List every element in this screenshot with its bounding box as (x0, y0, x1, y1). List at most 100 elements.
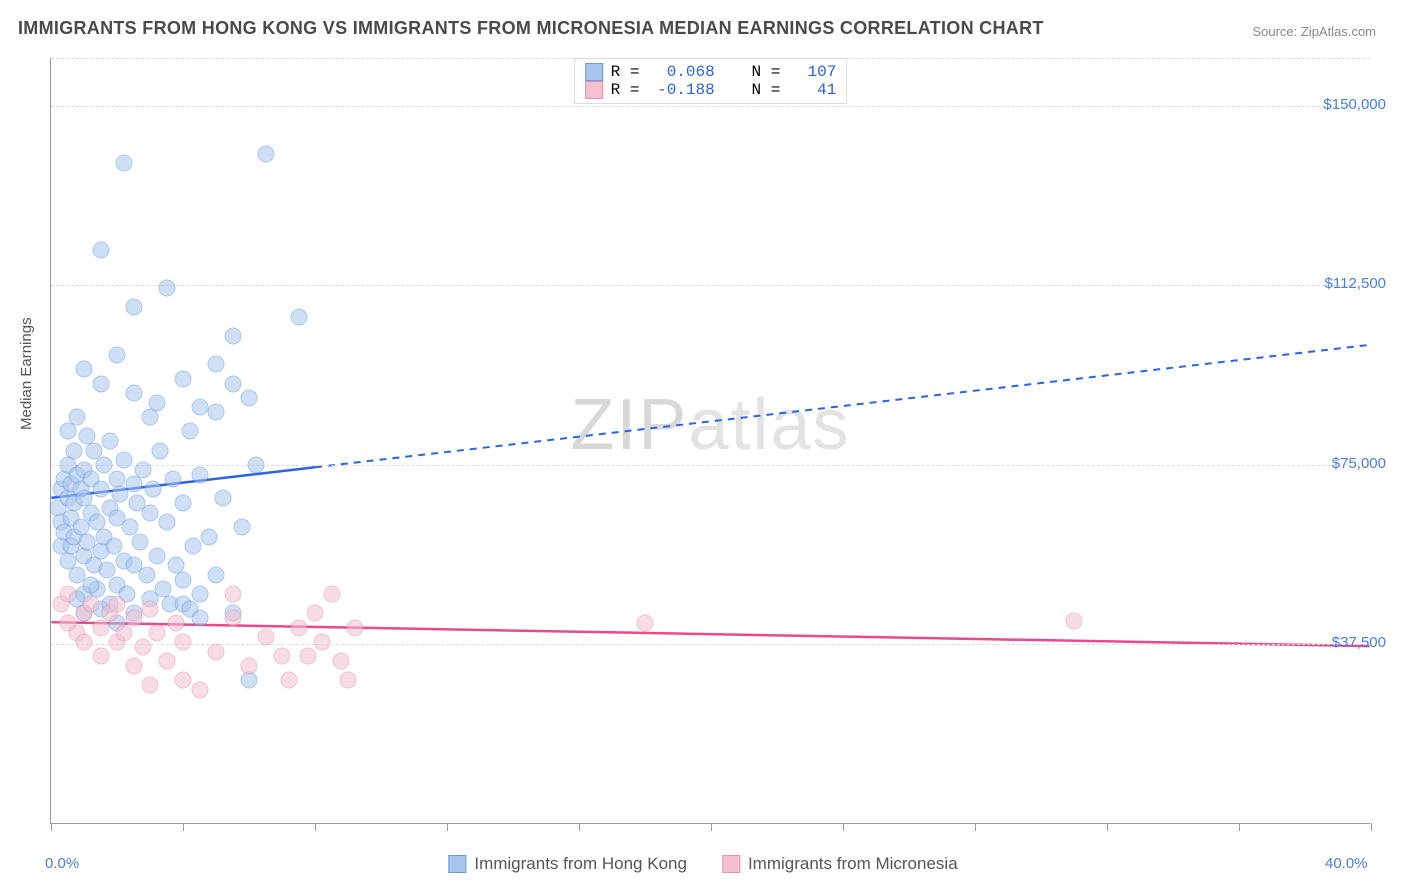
data-point (102, 433, 119, 450)
data-point (224, 327, 241, 344)
data-point (290, 308, 307, 325)
data-point (158, 279, 175, 296)
legend-series: Immigrants from Hong Kong Immigrants from… (448, 854, 957, 874)
data-point (257, 629, 274, 646)
plot-area: ZIPatlas R = 0.068 N = 107R = -0.188 N =… (50, 58, 1370, 824)
data-point (135, 461, 152, 478)
data-point (148, 547, 165, 564)
x-tick (975, 823, 976, 831)
data-point (201, 528, 218, 545)
data-point (125, 658, 142, 675)
x-tick (51, 823, 52, 831)
data-point (132, 533, 149, 550)
data-point (95, 456, 112, 473)
source-attribution: Source: ZipAtlas.com (1252, 24, 1376, 39)
data-point (66, 442, 83, 459)
y-tick-label: $75,000 (1332, 455, 1386, 472)
data-point (142, 677, 159, 694)
data-point (313, 634, 330, 651)
data-point (151, 442, 168, 459)
data-point (175, 571, 192, 588)
data-point (76, 361, 93, 378)
data-point (191, 681, 208, 698)
x-tick (843, 823, 844, 831)
data-point (115, 155, 132, 172)
data-point (208, 643, 225, 660)
data-point (257, 145, 274, 162)
data-point (241, 389, 258, 406)
data-point (115, 624, 132, 641)
data-point (59, 586, 76, 603)
data-point (109, 595, 126, 612)
x-tick (447, 823, 448, 831)
data-point (191, 399, 208, 416)
data-point (175, 634, 192, 651)
data-point (125, 476, 142, 493)
x-tick (1107, 823, 1108, 831)
data-point (82, 576, 99, 593)
data-point (208, 404, 225, 421)
data-point (208, 356, 225, 373)
x-tick-label: 40.0% (1325, 855, 1368, 872)
data-point (125, 298, 142, 315)
legend-stat-row: R = -0.188 N = 41 (585, 81, 837, 99)
data-point (142, 504, 159, 521)
data-point (92, 648, 109, 665)
legend-stat-row: R = 0.068 N = 107 (585, 63, 837, 81)
data-point (125, 385, 142, 402)
gridline (51, 285, 1370, 286)
legend-label: Immigrants from Hong Kong (474, 854, 687, 874)
data-point (181, 423, 198, 440)
x-tick-label: 0.0% (45, 855, 79, 872)
watermark: ZIPatlas (570, 384, 850, 466)
y-axis-label: Median Earnings (18, 317, 35, 430)
data-point (142, 409, 159, 426)
data-point (92, 241, 109, 258)
legend-stats: R = 0.068 N = 107R = -0.188 N = 41 (574, 58, 848, 104)
data-point (109, 346, 126, 363)
data-point (323, 586, 340, 603)
data-point (135, 638, 152, 655)
data-point (115, 452, 132, 469)
data-point (300, 648, 317, 665)
data-point (175, 672, 192, 689)
data-point (637, 614, 654, 631)
data-point (224, 375, 241, 392)
data-point (191, 610, 208, 627)
data-point (241, 658, 258, 675)
chart-title: IMMIGRANTS FROM HONG KONG VS IMMIGRANTS … (18, 18, 1044, 39)
data-point (208, 567, 225, 584)
data-point (92, 375, 109, 392)
legend-item: Immigrants from Hong Kong (448, 854, 687, 874)
legend-item: Immigrants from Micronesia (722, 854, 958, 874)
data-point (1066, 612, 1083, 629)
data-point (168, 614, 185, 631)
data-point (191, 466, 208, 483)
data-point (82, 595, 99, 612)
y-tick-label: $112,500 (1325, 275, 1386, 292)
x-tick (711, 823, 712, 831)
data-point (175, 495, 192, 512)
data-point (224, 610, 241, 627)
data-point (165, 471, 182, 488)
chart-container: IMMIGRANTS FROM HONG KONG VS IMMIGRANTS … (0, 0, 1406, 892)
gridline (51, 106, 1370, 107)
data-point (290, 619, 307, 636)
data-point (59, 423, 76, 440)
data-point (175, 370, 192, 387)
gridline (51, 644, 1370, 645)
data-point (125, 610, 142, 627)
data-point (158, 653, 175, 670)
x-tick (183, 823, 184, 831)
x-tick (1371, 823, 1372, 831)
data-point (148, 624, 165, 641)
data-point (333, 653, 350, 670)
data-point (234, 519, 251, 536)
data-point (346, 619, 363, 636)
y-tick-label: $37,500 (1332, 634, 1386, 651)
x-tick (579, 823, 580, 831)
x-tick (315, 823, 316, 831)
legend-label: Immigrants from Micronesia (748, 854, 958, 874)
data-point (145, 480, 162, 497)
data-point (340, 672, 357, 689)
